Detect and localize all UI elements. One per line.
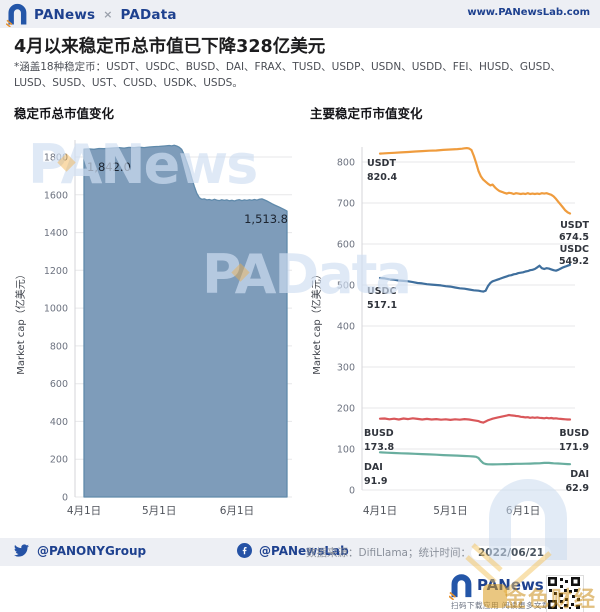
stat-date: 2022/06/21: [470, 546, 552, 560]
brand-padata: PAData: [120, 6, 177, 23]
twitter-handle-block[interactable]: @PANONYGroup: [13, 543, 146, 558]
svg-text:5月1日: 5月1日: [433, 505, 467, 517]
svg-text:62.9: 62.9: [566, 483, 589, 494]
facebook-handle[interactable]: @PANewsLab: [259, 543, 349, 558]
qr-caption: 扫码下载应用 阅读更多文章: [451, 601, 550, 610]
svg-text:600: 600: [50, 379, 68, 390]
bottom-panews-logo: PANews: [449, 572, 544, 600]
left-chart-title: 稳定币总市值变化: [14, 106, 115, 121]
svg-text:USDC: USDC: [367, 286, 396, 297]
svg-text:200: 200: [337, 404, 355, 415]
brand-panews: PANews: [34, 6, 96, 23]
svg-text:1800: 1800: [44, 153, 68, 164]
svg-text:200: 200: [50, 455, 68, 466]
svg-text:DAI: DAI: [570, 469, 589, 480]
svg-text:Market cap（亿美元）: Market cap（亿美元）: [14, 269, 27, 375]
svg-text:600: 600: [337, 240, 355, 251]
site-url[interactable]: www.PANewsLab.com: [467, 7, 590, 18]
panews-logo: PANews × PAData: [6, 2, 177, 27]
svg-text:500: 500: [337, 281, 355, 292]
svg-text:800: 800: [337, 158, 355, 169]
svg-text:4月1日: 4月1日: [67, 505, 101, 517]
svg-text:BUSD: BUSD: [364, 428, 394, 439]
svg-text:0: 0: [349, 486, 355, 497]
svg-text:6月1日: 6月1日: [220, 505, 254, 517]
svg-text:0: 0: [62, 493, 68, 504]
svg-text:BUSD: BUSD: [559, 428, 589, 439]
right-chart-title: 主要稳定币市值变化: [310, 106, 423, 121]
svg-text:517.1: 517.1: [367, 300, 397, 311]
svg-text:700: 700: [337, 199, 355, 210]
brand-separator: ×: [103, 8, 113, 21]
bottom-brand-text: PANews: [477, 576, 544, 594]
svg-text:171.9: 171.9: [559, 442, 589, 453]
svg-text:400: 400: [337, 322, 355, 333]
svg-text:549.2: 549.2: [559, 256, 589, 267]
svg-text:USDT: USDT: [560, 220, 589, 231]
svg-text:4月1日: 4月1日: [363, 505, 397, 517]
svg-text:Market cap（亿美元）: Market cap（亿美元）: [310, 269, 323, 375]
facebook-handle-block[interactable]: @PANewsLab: [237, 543, 349, 558]
svg-text:91.9: 91.9: [364, 476, 387, 487]
top-bar: PANews × PAData www.PANewsLab.com: [0, 0, 600, 28]
svg-text:5月1日: 5月1日: [142, 505, 176, 517]
svg-text:1200: 1200: [44, 266, 68, 277]
panews-n-logo-icon: [6, 3, 27, 27]
svg-text:1,513.8: 1,513.8: [244, 212, 288, 226]
svg-text:173.8: 173.8: [364, 442, 394, 453]
svg-text:820.4: 820.4: [367, 172, 397, 183]
twitter-handle[interactable]: @PANONYGroup: [37, 543, 147, 558]
svg-text:100: 100: [337, 445, 355, 456]
svg-text:1000: 1000: [44, 304, 68, 315]
svg-text:300: 300: [337, 363, 355, 374]
qr-pattern: [548, 577, 580, 609]
svg-text:400: 400: [50, 417, 68, 428]
data-source-line: 数据来源：DifiLlama；统计时间： 2022/06/21: [306, 545, 552, 560]
svg-text:1400: 1400: [44, 228, 68, 239]
twitter-icon: [14, 544, 29, 557]
svg-text:6月1日: 6月1日: [506, 505, 540, 517]
page-title: 4月以来稳定币总市值已下降328亿美元: [14, 37, 326, 57]
total-marketcap-area-chart: 0 200 400 600 800 1000 1200 1400 1600 1800 4月1日 5月1…: [14, 140, 292, 517]
stablecoin-lines-chart: 0 100 200 300 400 500 600 700 800 4月1日 5月1日 6月1日 Mar…: [310, 147, 590, 517]
coin-coverage-note: *涵盖18种稳定币：USDT、USDC、BUSD、DAI、FRAX、TUSD、U…: [14, 61, 561, 90]
qr-code: [546, 575, 584, 612]
svg-text:USDC: USDC: [560, 244, 589, 255]
panews-n-logo-icon: [449, 574, 472, 600]
svg-text:USDT: USDT: [367, 158, 396, 169]
source-prefix: 数据来源：DifiLlama；统计时间：: [306, 547, 471, 559]
svg-text:DAI: DAI: [364, 462, 383, 473]
svg-text:800: 800: [50, 341, 68, 352]
svg-text:674.5: 674.5: [559, 232, 589, 243]
facebook-icon: [237, 543, 252, 558]
svg-text:1600: 1600: [44, 190, 68, 201]
svg-text:1,842.0: 1,842.0: [87, 160, 131, 174]
